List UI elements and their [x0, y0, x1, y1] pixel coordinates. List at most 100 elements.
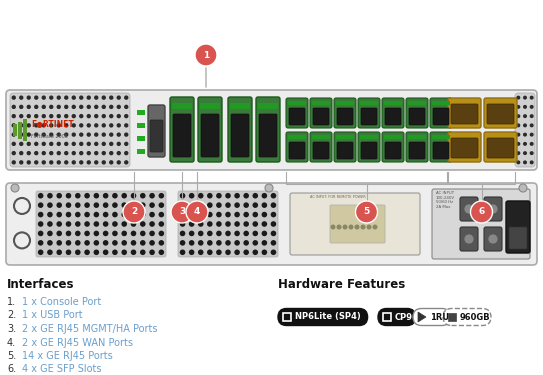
Circle shape	[38, 240, 43, 246]
Circle shape	[94, 132, 98, 137]
FancyBboxPatch shape	[460, 197, 478, 221]
Circle shape	[159, 193, 164, 198]
Circle shape	[42, 95, 46, 100]
Circle shape	[64, 142, 68, 146]
Circle shape	[11, 142, 16, 146]
Circle shape	[355, 225, 359, 230]
Circle shape	[42, 123, 46, 128]
Circle shape	[122, 193, 127, 198]
Circle shape	[47, 212, 53, 217]
Circle shape	[131, 249, 136, 255]
Circle shape	[86, 123, 91, 128]
FancyBboxPatch shape	[484, 227, 502, 251]
FancyBboxPatch shape	[430, 132, 452, 162]
Bar	[448, 313, 456, 321]
Circle shape	[66, 221, 71, 227]
Circle shape	[122, 202, 127, 208]
Circle shape	[72, 123, 76, 128]
Circle shape	[27, 95, 31, 100]
Bar	[336, 101, 354, 105]
Circle shape	[27, 114, 31, 118]
Circle shape	[149, 221, 155, 227]
FancyBboxPatch shape	[433, 142, 449, 159]
Circle shape	[243, 193, 249, 198]
FancyBboxPatch shape	[406, 132, 428, 162]
Circle shape	[49, 151, 53, 155]
Bar	[230, 103, 250, 109]
Circle shape	[27, 105, 31, 109]
Circle shape	[42, 114, 46, 118]
FancyBboxPatch shape	[484, 98, 517, 128]
Text: 5: 5	[363, 207, 370, 216]
Circle shape	[198, 193, 204, 198]
Circle shape	[93, 193, 99, 198]
FancyBboxPatch shape	[6, 90, 537, 170]
Circle shape	[34, 105, 39, 109]
Circle shape	[252, 240, 258, 246]
Circle shape	[117, 132, 121, 137]
FancyBboxPatch shape	[515, 93, 535, 167]
Circle shape	[117, 151, 121, 155]
FancyBboxPatch shape	[382, 132, 404, 162]
Circle shape	[49, 160, 53, 165]
Circle shape	[19, 123, 23, 128]
Circle shape	[38, 249, 43, 255]
Circle shape	[72, 142, 76, 146]
Circle shape	[243, 202, 249, 208]
Circle shape	[131, 240, 136, 246]
Circle shape	[262, 212, 267, 217]
Circle shape	[112, 221, 118, 227]
Circle shape	[11, 105, 16, 109]
Circle shape	[72, 95, 76, 100]
Circle shape	[189, 240, 194, 246]
FancyBboxPatch shape	[150, 120, 163, 152]
Bar	[137, 136, 145, 141]
Circle shape	[122, 240, 127, 246]
Circle shape	[49, 123, 53, 128]
Circle shape	[79, 123, 84, 128]
Circle shape	[56, 105, 61, 109]
FancyBboxPatch shape	[36, 191, 166, 257]
FancyBboxPatch shape	[289, 142, 305, 159]
Circle shape	[149, 202, 155, 208]
Circle shape	[131, 212, 136, 217]
FancyBboxPatch shape	[178, 191, 278, 257]
Circle shape	[198, 212, 204, 217]
Circle shape	[529, 133, 534, 136]
Circle shape	[86, 114, 91, 118]
Circle shape	[38, 193, 43, 198]
Circle shape	[102, 142, 106, 146]
Circle shape	[56, 202, 62, 208]
FancyBboxPatch shape	[484, 197, 502, 221]
Circle shape	[331, 225, 336, 230]
Circle shape	[349, 225, 353, 230]
Circle shape	[140, 249, 146, 255]
Circle shape	[225, 202, 231, 208]
Circle shape	[117, 160, 121, 165]
Circle shape	[34, 114, 39, 118]
Circle shape	[103, 212, 109, 217]
FancyBboxPatch shape	[310, 98, 332, 128]
Text: 3: 3	[179, 207, 185, 216]
Circle shape	[523, 96, 527, 100]
FancyBboxPatch shape	[484, 132, 517, 162]
Circle shape	[93, 212, 99, 217]
Circle shape	[27, 123, 31, 128]
Bar	[432, 135, 450, 139]
Bar	[137, 123, 145, 128]
Circle shape	[189, 193, 194, 198]
FancyBboxPatch shape	[278, 309, 368, 326]
Circle shape	[94, 114, 98, 118]
Circle shape	[103, 202, 109, 208]
Circle shape	[516, 133, 520, 136]
Circle shape	[27, 151, 31, 155]
FancyBboxPatch shape	[358, 98, 380, 128]
FancyBboxPatch shape	[198, 97, 222, 162]
Circle shape	[124, 114, 129, 118]
Text: 4 x GE SFP Slots: 4 x GE SFP Slots	[22, 364, 102, 375]
Circle shape	[94, 160, 98, 165]
Circle shape	[488, 204, 498, 214]
Bar	[360, 101, 378, 105]
FancyBboxPatch shape	[385, 142, 401, 159]
FancyBboxPatch shape	[259, 114, 277, 157]
